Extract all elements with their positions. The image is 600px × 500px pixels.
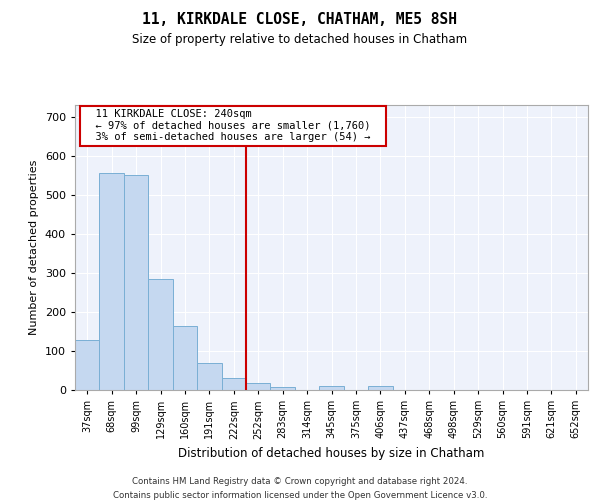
Bar <box>368 386 392 390</box>
Text: Contains HM Land Registry data © Crown copyright and database right 2024.: Contains HM Land Registry data © Crown c… <box>132 478 468 486</box>
Bar <box>100 174 124 390</box>
Y-axis label: Number of detached properties: Number of detached properties <box>29 160 39 335</box>
Text: Contains public sector information licensed under the Open Government Licence v3: Contains public sector information licen… <box>113 491 487 500</box>
Bar <box>197 362 221 390</box>
Bar <box>148 278 173 390</box>
Bar <box>271 387 295 390</box>
X-axis label: Distribution of detached houses by size in Chatham: Distribution of detached houses by size … <box>178 447 485 460</box>
Bar <box>173 326 197 390</box>
Bar <box>124 176 148 390</box>
Text: Size of property relative to detached houses in Chatham: Size of property relative to detached ho… <box>133 32 467 46</box>
Bar <box>246 383 271 390</box>
Text: 11, KIRKDALE CLOSE, CHATHAM, ME5 8SH: 11, KIRKDALE CLOSE, CHATHAM, ME5 8SH <box>143 12 458 28</box>
Bar <box>221 378 246 390</box>
Bar <box>75 340 100 390</box>
Text: 11 KIRKDALE CLOSE: 240sqm  
  ← 97% of detached houses are smaller (1,760)  
  3: 11 KIRKDALE CLOSE: 240sqm ← 97% of detac… <box>83 110 383 142</box>
Bar <box>319 386 344 390</box>
